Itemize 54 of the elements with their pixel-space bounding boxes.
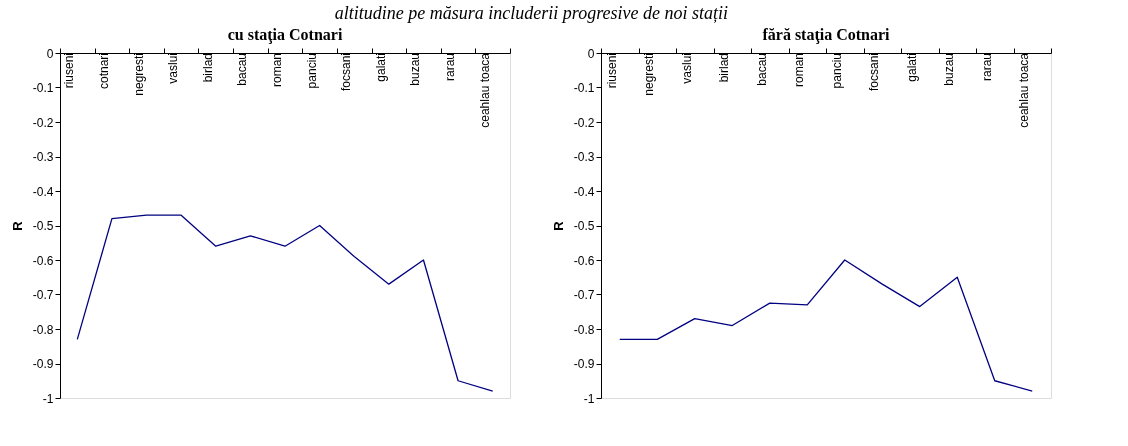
- y-tick-label: -0.1: [32, 81, 54, 95]
- chart-title: fără staţia Cotnari: [762, 26, 891, 44]
- x-tick-label: ceahlau toaca: [477, 52, 492, 128]
- x-tick-label: roman: [792, 53, 807, 88]
- y-tick-label: -0.7: [573, 288, 595, 302]
- y-tick-label: -0.4: [32, 184, 54, 199]
- x-tick-label: roman: [270, 53, 284, 88]
- x-tick-label: cotnari: [96, 53, 111, 90]
- x-tick-label: rarau: [443, 53, 458, 82]
- y-tick-label: -0.7: [32, 288, 54, 302]
- x-tick-label: galati: [373, 53, 388, 82]
- y-tick-label: -0.3: [573, 150, 595, 164]
- x-tick-label: vaslui: [166, 53, 181, 84]
- x-tick-label: negresti: [131, 53, 146, 96]
- y-tick-label: -0.8: [573, 322, 595, 337]
- x-tick-label: birlad: [717, 53, 732, 83]
- x-tick-label: focsani: [339, 53, 354, 92]
- x-tick-label: riuseni: [62, 53, 77, 89]
- x-tick-label: galati: [904, 53, 919, 82]
- y-tick-label: 0: [46, 46, 54, 61]
- x-tick-label: focsani: [867, 53, 882, 92]
- y-tick-label: -0.5: [573, 219, 595, 233]
- x-tick-label: negresti: [642, 53, 657, 96]
- x-tick-label: buzau: [408, 53, 423, 86]
- line-series: [76, 214, 494, 392]
- x-tick-label: ceahlau toaca: [1017, 52, 1032, 128]
- y-tick-label: -1: [583, 391, 595, 406]
- y-tick-label: -0.5: [32, 219, 54, 233]
- y-tick-label: 0: [587, 46, 595, 61]
- text: altitudine pe măsura includerii progresive de noi stații: [334, 2, 728, 23]
- x-tick-label: riuseni: [604, 53, 619, 89]
- x-tick-label: birlad: [200, 53, 215, 83]
- y-tick-label: -0.2: [32, 115, 54, 130]
- y-tick-label: -0.3: [32, 150, 54, 164]
- y-tick-label: -0.1: [573, 81, 595, 95]
- y-tick-label: -0.2: [573, 115, 595, 130]
- x-tick-label: vaslui: [679, 53, 694, 84]
- y-tick-label: -0.6: [32, 253, 54, 268]
- y-tick-label: -1: [42, 391, 54, 406]
- y-tick-label: -0.9: [573, 357, 595, 371]
- x-tick-label: buzau: [942, 53, 957, 86]
- line-series: [619, 259, 1033, 392]
- x-tick-label: bacau: [754, 53, 769, 86]
- y-tick-label: -0.9: [32, 357, 54, 371]
- x-tick-label: panciu: [304, 53, 319, 89]
- y-axis-title: R: [550, 220, 566, 231]
- x-tick-label: bacau: [235, 53, 250, 86]
- chart-title: cu staţia Cotnari: [227, 26, 343, 44]
- x-tick-label: panciu: [829, 53, 844, 89]
- y-axis-title: R: [9, 220, 25, 231]
- y-tick-label: -0.4: [573, 184, 595, 199]
- y-tick-label: -0.6: [573, 253, 595, 268]
- x-tick-label: rarau: [979, 53, 994, 82]
- y-tick-label: -0.8: [32, 322, 54, 337]
